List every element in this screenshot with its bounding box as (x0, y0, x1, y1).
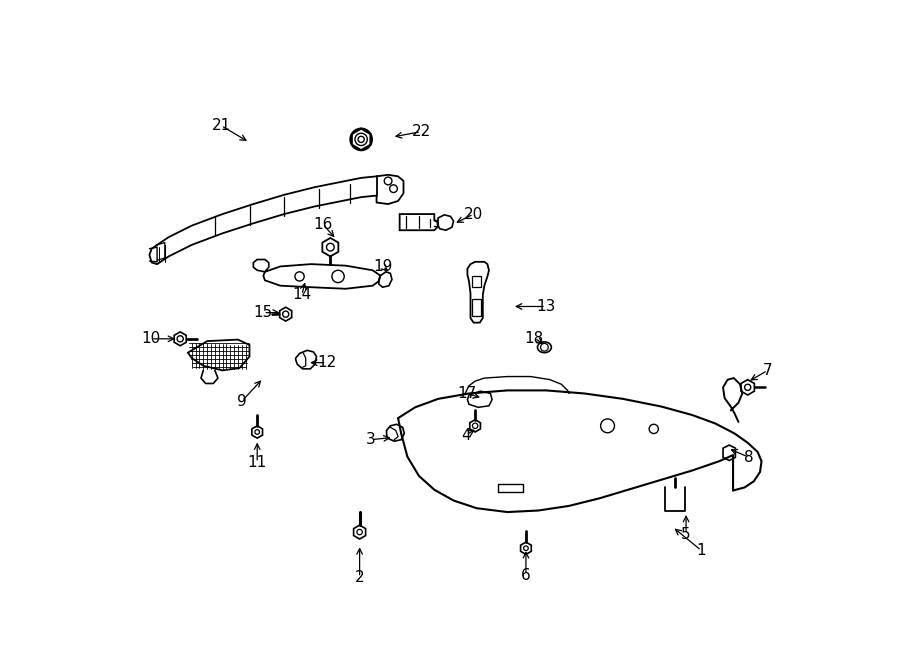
Text: 7: 7 (763, 363, 772, 378)
Text: 11: 11 (248, 455, 266, 470)
Text: 16: 16 (313, 217, 332, 231)
Text: 2: 2 (355, 570, 365, 585)
Text: 10: 10 (141, 331, 160, 346)
Text: 12: 12 (317, 355, 336, 370)
Text: 13: 13 (536, 299, 555, 314)
Text: 17: 17 (457, 386, 476, 401)
Text: 14: 14 (292, 288, 311, 303)
Text: 20: 20 (464, 207, 483, 221)
Text: 5: 5 (681, 527, 691, 542)
Text: 15: 15 (254, 305, 273, 320)
Text: 1: 1 (697, 543, 706, 558)
Text: 19: 19 (373, 259, 392, 274)
Text: 18: 18 (525, 330, 544, 346)
Text: 8: 8 (744, 450, 754, 465)
Text: 9: 9 (237, 394, 247, 408)
Text: 4: 4 (461, 428, 471, 443)
Text: 21: 21 (212, 118, 230, 133)
Text: 6: 6 (521, 568, 531, 583)
Text: 3: 3 (366, 432, 376, 447)
Text: 22: 22 (411, 124, 431, 139)
